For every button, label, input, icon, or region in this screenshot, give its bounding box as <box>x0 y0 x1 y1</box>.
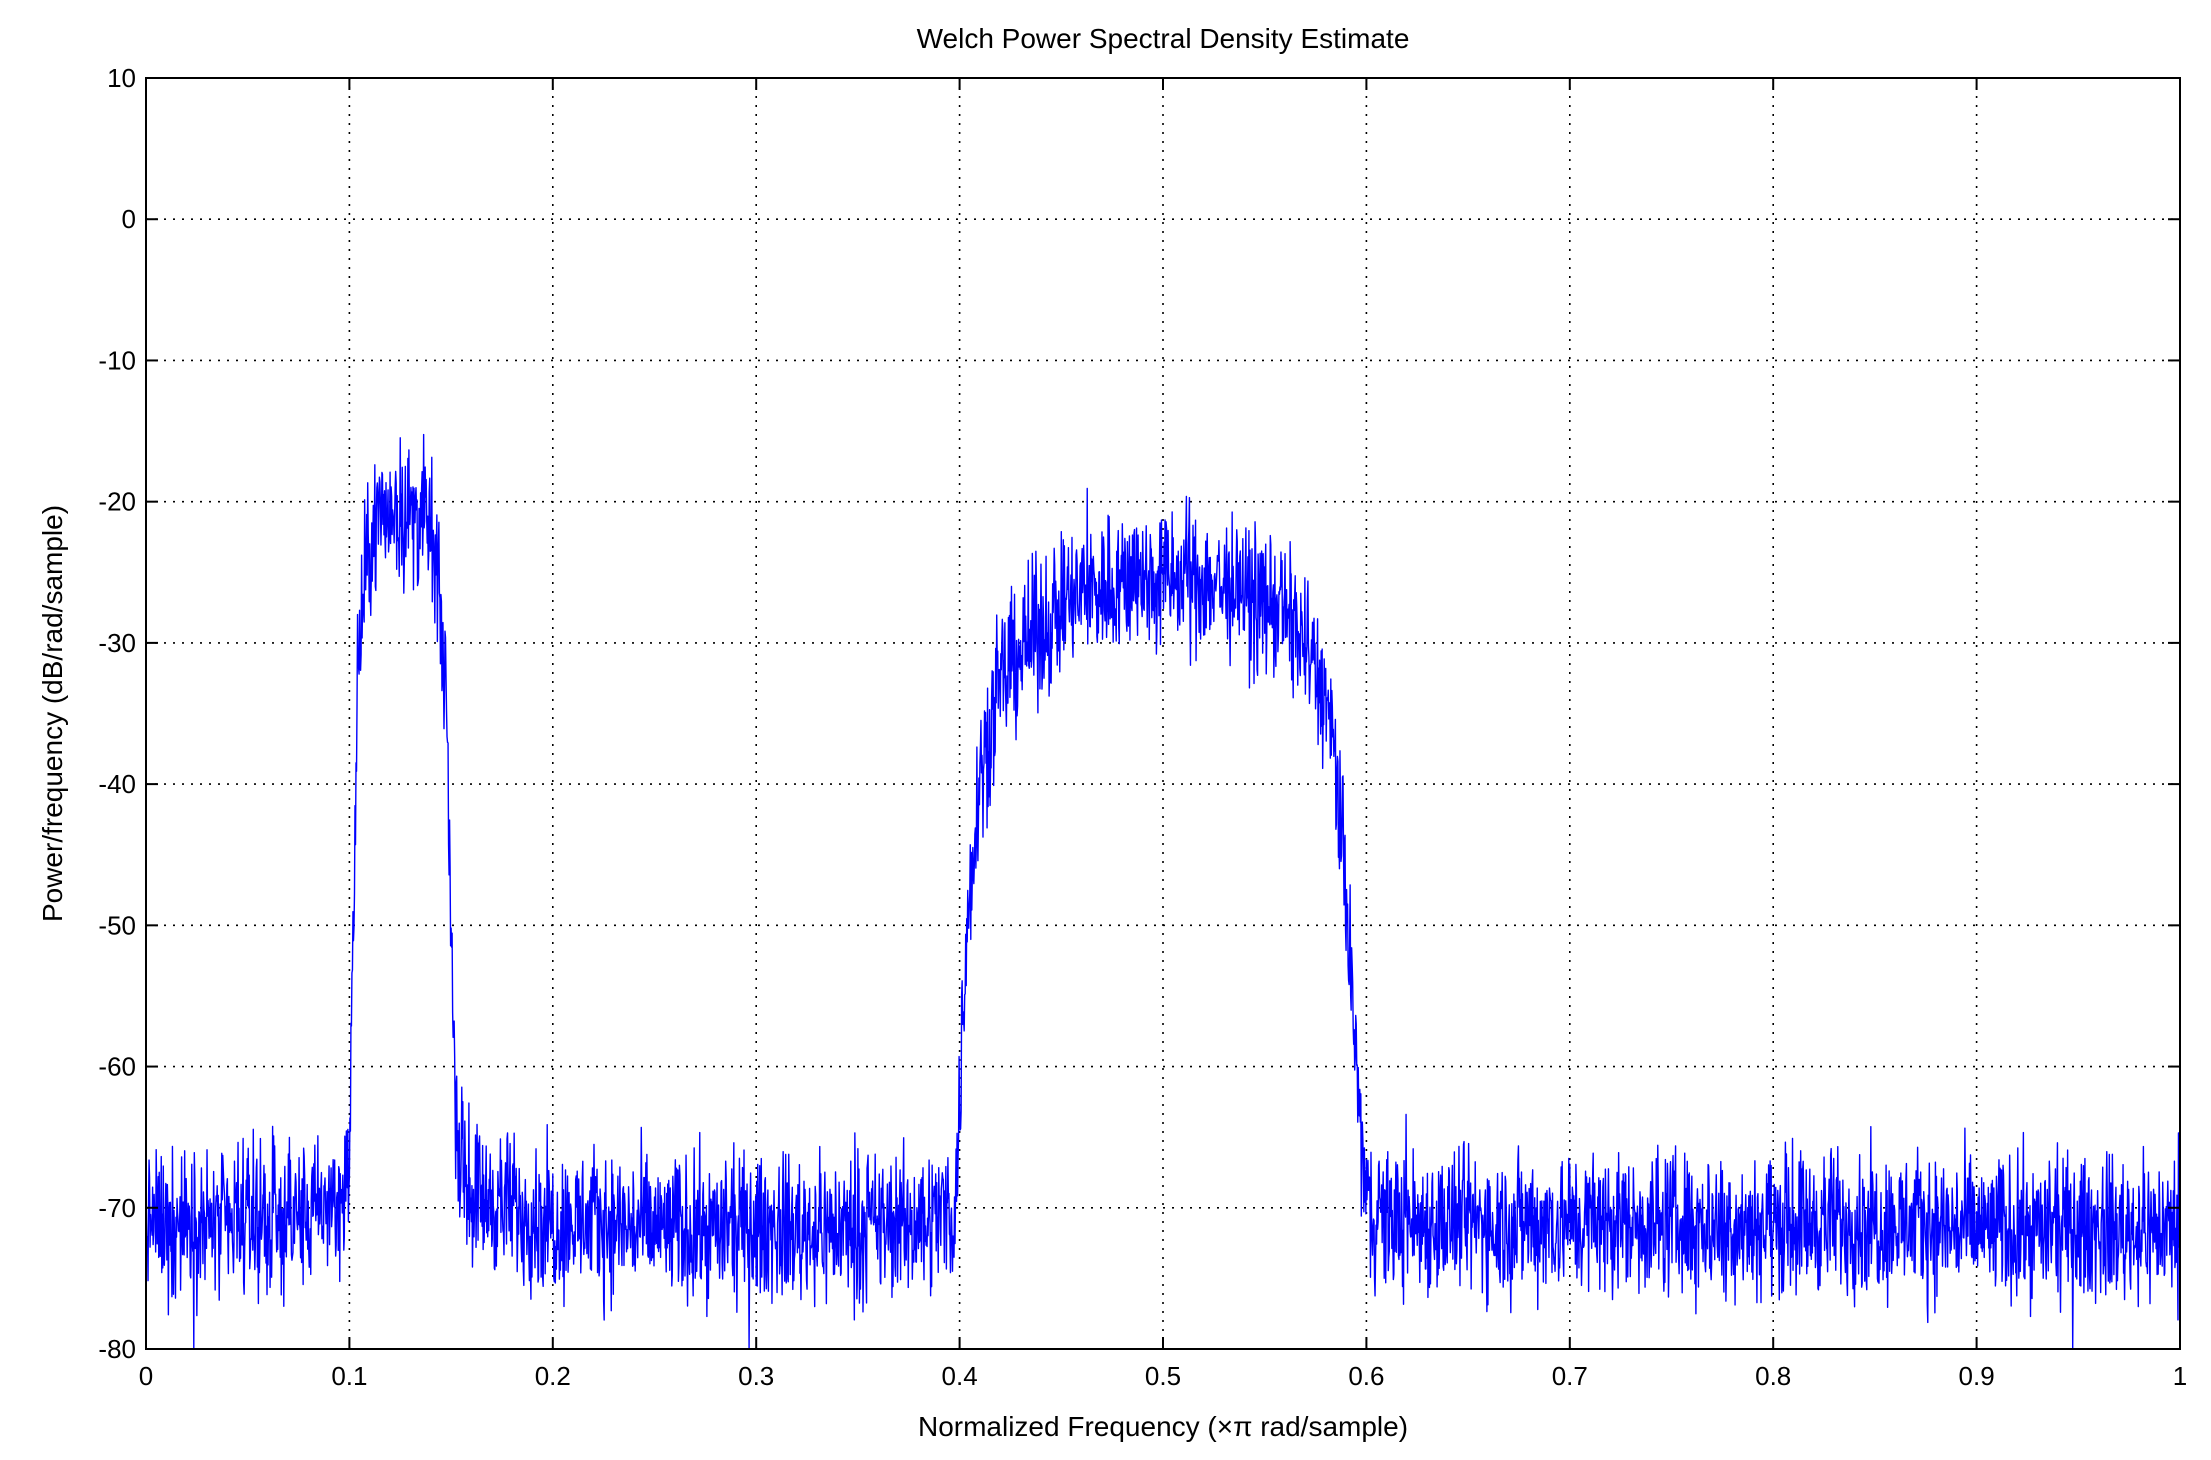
x-tick-label: 0.7 <box>1552 1361 1588 1391</box>
y-tick-label: 0 <box>122 204 136 234</box>
y-tick-label: -50 <box>98 910 136 940</box>
psd-series-line <box>145 433 2181 1350</box>
y-tick-label: 10 <box>107 63 136 93</box>
chart-title: Welch Power Spectral Density Estimate <box>917 23 1410 54</box>
y-tick-label: -20 <box>98 487 136 517</box>
y-tick-labels: 10 0 -10 -20 -30 -40 -50 -60 -70 -80 <box>98 63 136 1364</box>
y-axis-label: Power/frequency (dB/rad/sample) <box>37 505 68 922</box>
y-tick-label: -80 <box>98 1334 136 1364</box>
x-tick-label: 0.5 <box>1145 1361 1181 1391</box>
y-tick-label: -10 <box>98 345 136 375</box>
y-tick-label: -30 <box>98 628 136 658</box>
x-tick-label: 0.3 <box>738 1361 774 1391</box>
x-axis-label: Normalized Frequency (×π rad/sample) <box>918 1411 1408 1442</box>
y-tick-label: -40 <box>98 769 136 799</box>
x-tick-label: 0.2 <box>535 1361 571 1391</box>
x-tick-label: 0.9 <box>1959 1361 1995 1391</box>
y-tick-label: -70 <box>98 1193 136 1223</box>
x-tick-label: 0.4 <box>942 1361 978 1391</box>
ticks <box>145 77 2181 1350</box>
grid <box>146 78 2180 1349</box>
x-tick-label: 1 <box>2173 1361 2187 1391</box>
x-tick-label: 0.6 <box>1348 1361 1384 1391</box>
x-tick-label: 0.8 <box>1755 1361 1791 1391</box>
x-tick-labels: 0 0.1 0.2 0.3 0.4 0.5 0.6 0.7 0.8 0.9 1 <box>139 1361 2187 1391</box>
x-tick-label: 0 <box>139 1361 153 1391</box>
y-tick-label: -60 <box>98 1052 136 1082</box>
series-layer <box>145 433 2181 1350</box>
x-tick-label: 0.1 <box>331 1361 367 1391</box>
